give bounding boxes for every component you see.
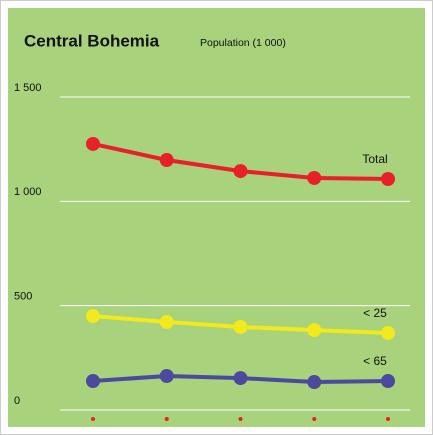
y-tick-label: 500 [14, 291, 32, 303]
x-tick-label: 1961 [81, 426, 105, 435]
data-point [86, 309, 100, 324]
x-tick-label: 1980 [228, 426, 252, 435]
data-point [86, 373, 100, 388]
chart-subtitle: Population (1 000) [200, 37, 286, 49]
data-point [159, 368, 174, 383]
series-label: Total [362, 152, 387, 166]
data-point [233, 164, 248, 179]
data-point [233, 371, 248, 386]
data-point [159, 153, 174, 168]
series-label: < 25 [363, 306, 387, 320]
data-point [307, 375, 322, 390]
x-tick-label: 1970 [155, 426, 179, 435]
y-tick-label: 1 500 [14, 82, 42, 94]
x-tick-label: 1991 [302, 426, 326, 435]
y-tick-label: 1 000 [14, 186, 42, 198]
plot: 0 500 1 000 1 500 1961 1970 1980 1991 1995 Total <… [14, 82, 410, 435]
plot-background [8, 8, 425, 427]
chart-title: Central Bohemia [24, 31, 160, 50]
x-tick-label: 1995 [376, 426, 400, 435]
x-tick-mark [91, 417, 95, 421]
data-point [159, 314, 174, 329]
x-tick-mark [386, 417, 390, 421]
series-label: < 65 [363, 354, 387, 368]
y-tick-label: 0 [14, 395, 20, 407]
data-point [86, 136, 100, 151]
data-point [307, 323, 322, 338]
data-point [381, 172, 395, 187]
x-tick-mark [312, 417, 317, 421]
x-tick-mark [164, 417, 169, 421]
data-point [233, 319, 248, 334]
data-point [307, 170, 322, 185]
data-point [381, 326, 395, 341]
x-tick-mark [238, 417, 243, 421]
data-point [381, 373, 395, 388]
